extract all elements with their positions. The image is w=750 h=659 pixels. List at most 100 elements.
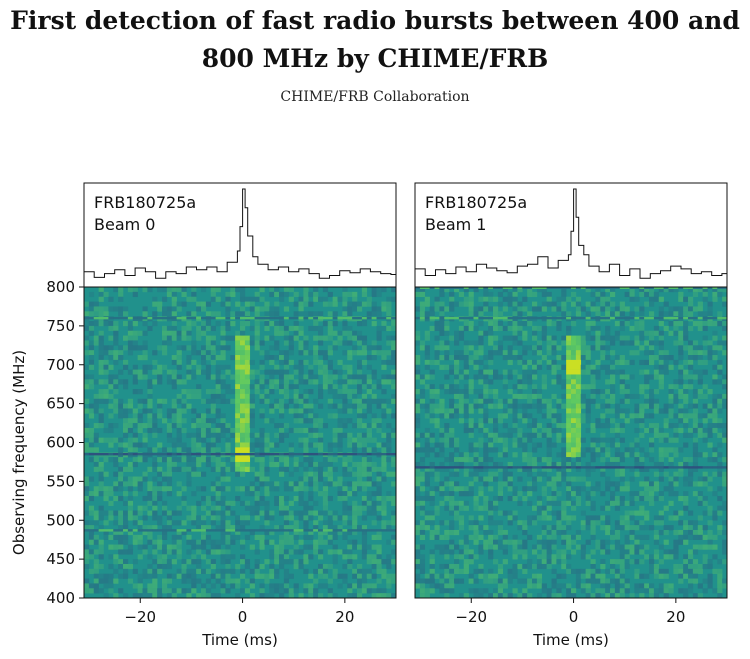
heatmap-cell: [352, 544, 358, 550]
heatmap-cell: [88, 432, 95, 438]
heatmap-cell: [332, 393, 338, 400]
heatmap-cell: [439, 301, 445, 307]
heatmap-cell: [449, 520, 455, 526]
heatmap-cell: [415, 364, 421, 370]
heatmap-cell: [313, 481, 319, 487]
heatmap-cell: [434, 442, 440, 448]
heatmap-cell: [493, 403, 499, 409]
heatmap-cell: [639, 311, 645, 317]
heatmap-cell: [644, 301, 650, 307]
heatmap-cell: [610, 340, 616, 346]
heatmap-cell: [347, 335, 353, 341]
heatmap-cell: [663, 364, 669, 370]
heatmap-cell: [692, 544, 699, 550]
heatmap-cell: [152, 568, 158, 574]
heatmap-cell: [176, 359, 182, 366]
heatmap-cell: [274, 495, 280, 502]
heatmap-cell: [600, 442, 606, 448]
heatmap-cell: [220, 423, 226, 429]
heatmap-cell: [600, 563, 606, 570]
rfi-line-cell: [244, 529, 251, 532]
heatmap-cell: [318, 393, 324, 400]
heatmap-cell: [634, 418, 640, 424]
heatmap-cell: [507, 355, 513, 361]
heatmap-cell: [605, 306, 611, 312]
heatmap-cell: [308, 291, 314, 298]
heatmap-cell: [478, 393, 484, 400]
heatmap-cell: [342, 520, 348, 526]
rfi-line-cell: [458, 466, 465, 469]
heatmap-cell: [137, 374, 143, 380]
heatmap-cell: [619, 466, 625, 472]
heatmap-cell: [580, 525, 586, 531]
heatmap-cell: [357, 423, 363, 429]
heatmap-cell: [722, 423, 728, 429]
heatmap-cell: [303, 379, 309, 385]
heatmap-cell: [137, 330, 143, 336]
heatmap-cell: [702, 296, 708, 302]
heatmap-cell: [391, 355, 397, 361]
heatmap-cell: [556, 529, 562, 536]
heatmap-cell: [580, 447, 586, 453]
heatmap-cell: [478, 534, 484, 540]
heatmap-cell: [225, 466, 231, 472]
heatmap-cell: [717, 423, 723, 429]
rfi-line-cell: [157, 529, 163, 532]
rfi-line-cell: [254, 452, 260, 456]
heatmap-cell: [327, 413, 333, 419]
heatmap-cell: [658, 559, 664, 565]
heatmap-cell: [313, 355, 319, 361]
heatmap-cell: [624, 335, 630, 341]
heatmap-cell: [225, 559, 231, 565]
heatmap-cell: [113, 350, 119, 356]
heatmap-cell: [108, 563, 114, 570]
heatmap-cell: [269, 442, 275, 448]
heatmap-cell: [162, 534, 168, 540]
heatmap-cell: [458, 369, 465, 375]
heatmap-cell: [556, 476, 562, 482]
heatmap-cell: [235, 457, 241, 463]
heatmap-cell: [634, 559, 640, 565]
heatmap-cell: [522, 452, 528, 458]
heatmap-cell: [512, 549, 518, 555]
heatmap-cell: [454, 447, 460, 453]
heatmap-cell: [318, 311, 324, 317]
rfi-line-cell: [288, 452, 294, 456]
heatmap-cell: [157, 413, 163, 419]
heatmap-cell: [692, 437, 699, 443]
heatmap-cell: [541, 355, 547, 361]
heatmap-cell: [361, 335, 368, 341]
paper-title: First detection of fast radio bursts bet…: [10, 6, 740, 73]
heatmap-cell: [191, 568, 197, 574]
heatmap-cell: [580, 510, 586, 516]
heatmap-cell: [186, 559, 192, 565]
heatmap-cell: [722, 379, 728, 385]
heatmap-cell: [176, 364, 182, 370]
heatmap-cell: [590, 321, 596, 327]
heatmap-cell: [454, 568, 460, 574]
heatmap-cell: [546, 549, 552, 555]
heatmap-cell: [507, 408, 513, 414]
heatmap-cell: [254, 311, 260, 317]
heatmap-cell: [707, 306, 713, 312]
y-tick-label: 550: [46, 472, 75, 490]
heatmap-cell: [663, 437, 669, 443]
heatmap-cell: [240, 427, 246, 434]
heatmap-cell: [658, 437, 664, 443]
heatmap-cell: [157, 466, 163, 472]
heatmap-cell: [497, 403, 504, 409]
heatmap-cell: [381, 568, 387, 574]
heatmap-cell: [458, 593, 465, 599]
heatmap-cell: [463, 296, 469, 302]
rfi-line-cell: [249, 452, 255, 456]
heatmap-cell: [678, 364, 684, 370]
heatmap-cell: [639, 403, 645, 409]
heatmap-cell: [458, 355, 465, 361]
heatmap-cell: [639, 505, 645, 511]
heatmap-cell: [264, 510, 270, 516]
heatmap-cell: [449, 301, 455, 307]
heatmap-cell: [386, 306, 392, 312]
heatmap-cell: [318, 568, 324, 574]
heatmap-cell: [230, 432, 236, 438]
heatmap-cell: [88, 403, 95, 409]
